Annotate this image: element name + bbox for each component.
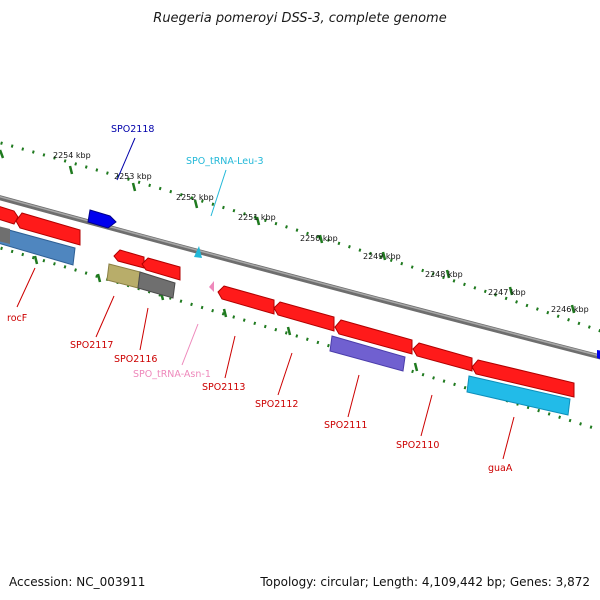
gene-spo2113 [217, 285, 275, 315]
feature-label: SPO2116 [114, 354, 157, 365]
gene-spo2116 [141, 257, 181, 281]
gene-spo2110 [412, 342, 473, 372]
scale-label: 2249 kbp [363, 252, 401, 261]
scale-label: 2253 kbp [114, 172, 152, 181]
gene-spo2112 [273, 301, 335, 332]
inner-scale-ring [0, 246, 600, 432]
gene-spo2111 [334, 319, 413, 355]
gene-rocf-upstream [0, 206, 19, 225]
accession-text: Accession: NC_003911 [9, 575, 145, 589]
trna-asn-1 [209, 281, 214, 292]
feature-label: SPO2117 [70, 340, 113, 351]
topology-text: Topology: circular; Length: 4,109,442 bp… [259, 575, 590, 589]
cog-bar-cyan [466, 375, 571, 416]
feature-label: SPO2112 [255, 399, 298, 410]
scale-label: 2251 kbp [238, 213, 276, 222]
scale-label: 2254 kbp [53, 151, 91, 160]
feature-label: SPO_tRNA-Leu-3 [186, 156, 264, 167]
scale-label: 2250 kbp [300, 234, 338, 243]
genome-backbone-highlight [0, 195, 600, 357]
feature-label: SPO2111 [324, 420, 367, 431]
cog-bar-khaki [106, 263, 141, 289]
genome-backbone [0, 195, 600, 360]
feature-label: SPO2110 [396, 440, 439, 451]
feature-label: SPO_tRNA-Asn-1 [133, 369, 211, 380]
cog-bar-darkgray [0, 226, 10, 244]
gene-spo2118 [87, 209, 117, 229]
cog-bars [0, 226, 571, 416]
reverse-strand-genes [0, 206, 575, 398]
gene-guaa [471, 359, 575, 398]
feature-label: SPO2113 [202, 382, 245, 393]
forward-strand-features [87, 209, 600, 359]
feature-label: SPO2118 [111, 124, 154, 135]
cog-bar-steelblue [0, 227, 76, 266]
scale-label: 2252 kbp [176, 193, 214, 202]
trna-leu-3 [194, 246, 202, 258]
map-title: Ruegeria pomeroyi DSS-3, complete genome [153, 11, 446, 26]
feature-label: rocF [7, 313, 27, 324]
gene-spo2117-top [113, 249, 145, 269]
gene-partial-right [597, 350, 600, 359]
scale-label: 2248 kbp [425, 270, 463, 279]
cog-bar-gray [137, 271, 176, 299]
cog-bar-purple [329, 335, 406, 372]
gene-rocf [15, 212, 81, 246]
scale-label: 2246 kbp [551, 305, 589, 314]
label-leader-lines [16, 137, 515, 460]
scale-label: 2247 kbp [488, 288, 526, 297]
feature-label: guaA [488, 463, 513, 474]
